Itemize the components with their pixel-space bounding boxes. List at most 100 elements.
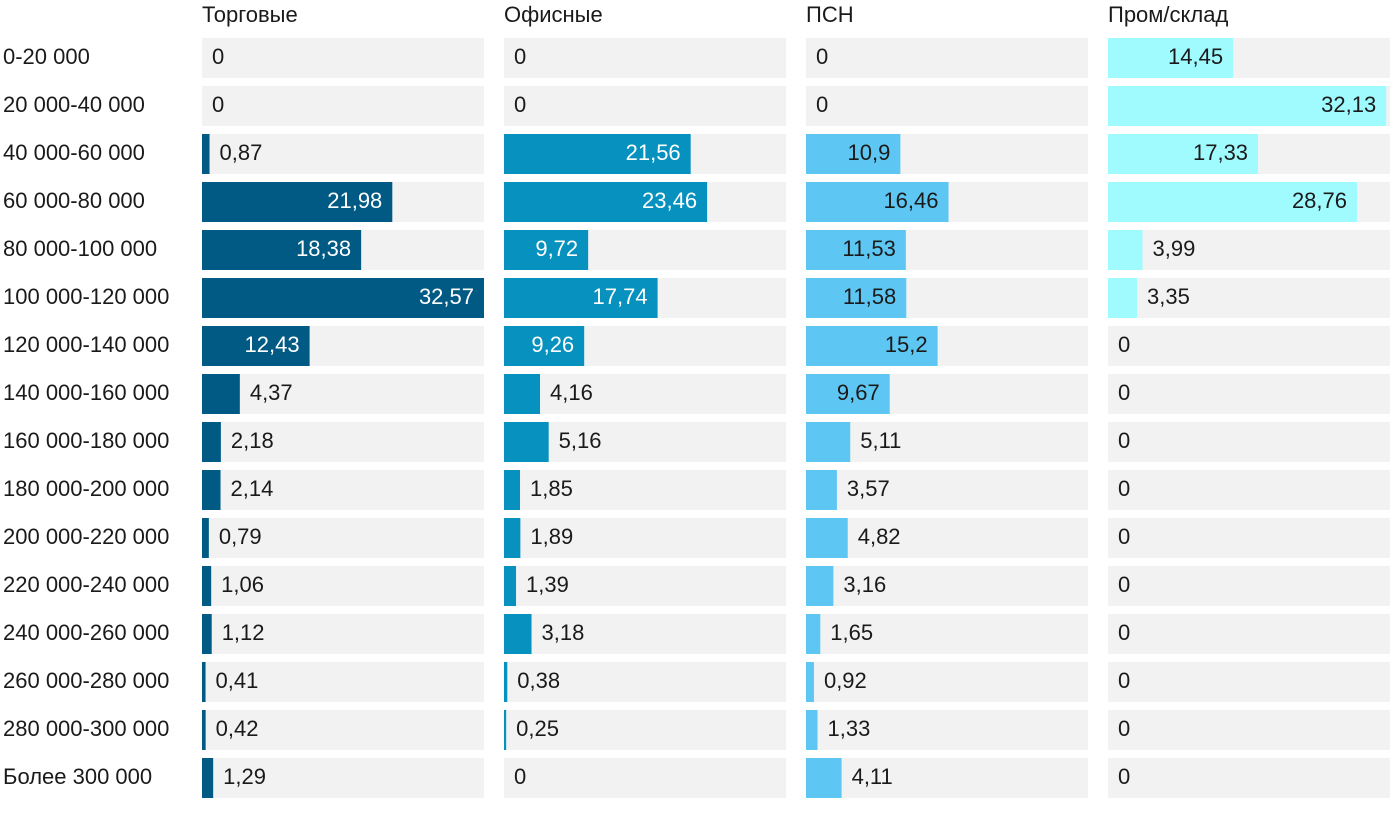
bar xyxy=(202,326,310,366)
bar xyxy=(806,710,818,750)
bar-track xyxy=(806,614,1088,654)
data-label: 1,33 xyxy=(828,716,871,741)
data-label: 3,16 xyxy=(843,572,886,597)
bar-track xyxy=(504,662,786,702)
bar-track xyxy=(202,422,484,462)
bar xyxy=(806,662,814,702)
data-label: 1,89 xyxy=(530,524,573,549)
bar-track xyxy=(504,566,786,606)
data-label: 21,56 xyxy=(626,140,681,165)
bar-track xyxy=(504,758,786,798)
data-label: 4,37 xyxy=(250,380,293,405)
bar-track xyxy=(202,38,484,78)
bar xyxy=(202,134,210,174)
bar-track xyxy=(504,422,786,462)
bar-track xyxy=(806,86,1088,126)
data-label: 3,18 xyxy=(542,620,585,645)
bar xyxy=(504,374,541,414)
data-label: 18,38 xyxy=(296,236,351,261)
data-label: 0 xyxy=(1118,476,1130,501)
data-label: 0,92 xyxy=(824,668,867,693)
bar-track xyxy=(806,470,1088,510)
bar xyxy=(504,470,521,510)
data-label: 0,87 xyxy=(220,140,263,165)
bar xyxy=(504,326,585,366)
bar xyxy=(806,614,821,654)
bar xyxy=(806,326,938,366)
bar-track xyxy=(1108,422,1390,462)
bar-track xyxy=(202,614,484,654)
data-label: 11,58 xyxy=(843,284,896,309)
bar xyxy=(202,278,484,318)
data-label: 5,16 xyxy=(559,428,602,453)
bar xyxy=(504,278,658,318)
bar-track xyxy=(202,566,484,606)
bar-track xyxy=(1108,518,1390,558)
data-label: 32,13 xyxy=(1321,92,1376,117)
bar-track xyxy=(1108,470,1390,510)
data-label: 3,57 xyxy=(847,476,890,501)
bar xyxy=(806,758,842,798)
row-label: 80 000-100 000 xyxy=(3,236,157,261)
bar-track xyxy=(1108,566,1390,606)
data-label: 0 xyxy=(1118,764,1130,789)
data-label: 21,98 xyxy=(327,188,382,213)
column-title: Офисные xyxy=(504,2,603,27)
data-label: 12,43 xyxy=(245,332,300,357)
bar-track xyxy=(1108,278,1390,318)
bar-track xyxy=(202,134,484,174)
bar-track xyxy=(202,86,484,126)
bar-track xyxy=(202,662,484,702)
bar xyxy=(202,758,214,798)
data-label: 0 xyxy=(514,764,526,789)
data-label: 3,35 xyxy=(1147,284,1190,309)
data-label: 9,72 xyxy=(535,236,578,261)
data-label: 0 xyxy=(514,92,526,117)
data-label: 9,26 xyxy=(531,332,574,357)
data-label: 28,76 xyxy=(1292,188,1347,213)
data-label: 1,85 xyxy=(530,476,573,501)
row-label: 240 000-260 000 xyxy=(3,620,169,645)
data-label: 15,2 xyxy=(885,332,928,357)
bar xyxy=(806,278,907,318)
data-label: 32,57 xyxy=(419,284,474,309)
bar xyxy=(806,470,837,510)
bar xyxy=(202,182,393,222)
bar xyxy=(504,422,549,462)
row-label: 200 000-220 000 xyxy=(3,524,169,549)
data-label: 11,53 xyxy=(842,236,895,261)
bar xyxy=(202,614,212,654)
data-label: 14,45 xyxy=(1168,44,1223,69)
bar-track xyxy=(504,38,786,78)
bar-track xyxy=(806,422,1088,462)
data-label: 2,18 xyxy=(231,428,274,453)
data-label: 1,29 xyxy=(223,764,266,789)
bar xyxy=(202,518,209,558)
row-label: 20 000-40 000 xyxy=(3,92,145,117)
row-label: 100 000-120 000 xyxy=(3,284,169,309)
data-label: 0 xyxy=(816,44,828,69)
data-label: 0 xyxy=(212,92,224,117)
data-label: 0,38 xyxy=(517,668,560,693)
data-label: 1,65 xyxy=(830,620,873,645)
row-label: 180 000-200 000 xyxy=(3,476,169,501)
data-label: 10,9 xyxy=(848,140,891,165)
bar xyxy=(504,566,517,606)
bar-track xyxy=(1108,374,1390,414)
data-label: 0 xyxy=(1118,332,1130,357)
data-label: 4,82 xyxy=(858,524,901,549)
data-label: 0 xyxy=(1118,668,1130,693)
row-label: 280 000-300 000 xyxy=(3,716,169,741)
bar xyxy=(504,182,708,222)
row-label: 120 000-140 000 xyxy=(3,332,169,357)
data-label: 5,11 xyxy=(860,428,901,453)
data-label: 0,25 xyxy=(516,716,559,741)
bar xyxy=(806,518,848,558)
bar xyxy=(1108,86,1387,126)
data-label: 0 xyxy=(1118,716,1130,741)
data-label: 17,33 xyxy=(1193,140,1248,165)
bar xyxy=(1108,134,1259,174)
data-label: 0 xyxy=(1118,380,1130,405)
column-title: Торговые xyxy=(202,2,298,27)
